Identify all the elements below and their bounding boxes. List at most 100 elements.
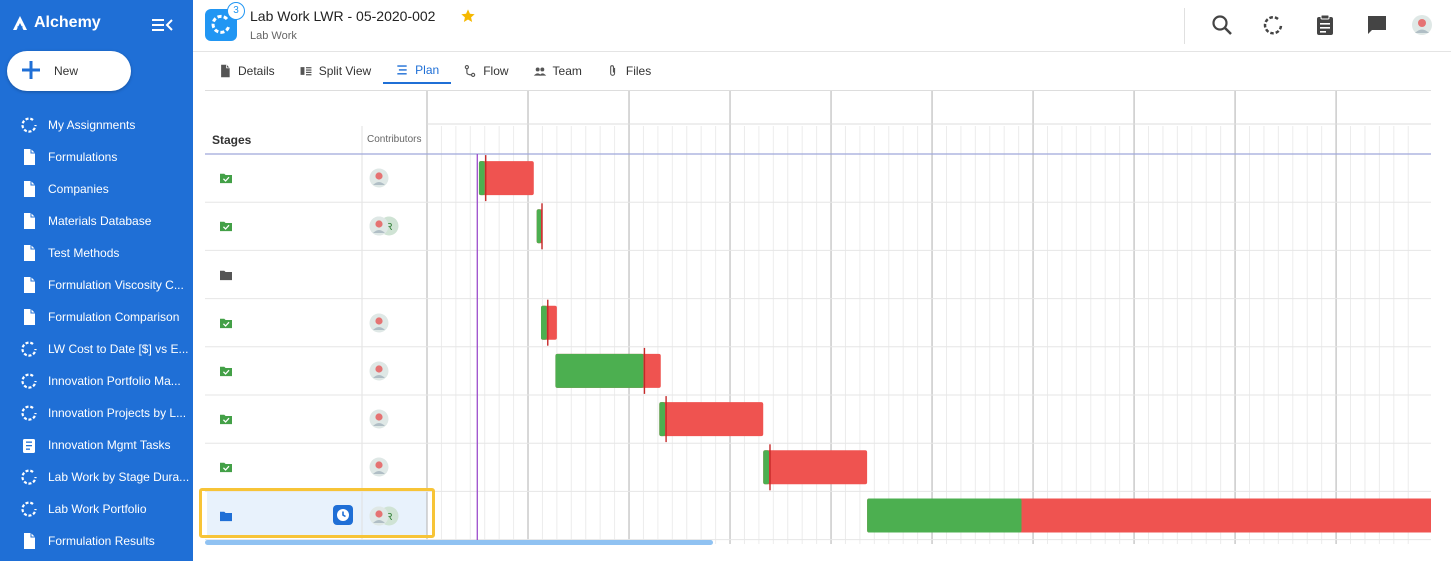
brand-name: Alchemy [34, 14, 101, 31]
sidebar-item-innovation-portfolio-ma[interactable]: Innovation Portfolio Ma... [0, 365, 193, 397]
collapse-menu-icon[interactable] [152, 16, 174, 34]
folder-check-icon [220, 173, 232, 184]
document-icon [24, 245, 35, 261]
contributor-avatar[interactable] [369, 409, 389, 429]
lab-work-progress-icon[interactable] [1261, 13, 1285, 37]
stage-bar-remaining [763, 450, 868, 485]
stage-bar-completed [555, 353, 644, 388]
new-button-label: New [54, 64, 79, 78]
brand[interactable]: Alchemy [12, 14, 101, 32]
sidebar-item-label: Lab Work Portfolio [48, 502, 147, 516]
gantt-grid [205, 91, 1431, 544]
contributor-avatar[interactable] [369, 216, 389, 236]
contributor-avatar[interactable] [369, 361, 389, 381]
sidebar-item-label: Innovation Portfolio Ma... [48, 374, 181, 388]
sidebar-item-companies[interactable]: Companies [0, 173, 193, 205]
horizontal-scrollbar[interactable] [205, 540, 713, 545]
favorite-star-icon[interactable] [460, 8, 476, 24]
document-icon [24, 213, 35, 229]
stage-bar-completed [536, 209, 541, 244]
tab-split-view[interactable]: Split View [287, 58, 383, 84]
svg-text:R: R [385, 512, 392, 523]
clipboard-icon[interactable] [1313, 13, 1337, 37]
stages-column-header: Stages [212, 133, 252, 147]
clock-icon [337, 509, 349, 521]
tab-plan[interactable]: Plan [383, 58, 452, 84]
tab-label: Files [625, 64, 652, 78]
page-subtitle: Lab Work [250, 30, 297, 42]
gantt-chart: Stages Contributors R R [205, 90, 1431, 544]
tab-team[interactable]: Team [521, 58, 594, 84]
sidebar-item-label: Formulations [48, 150, 118, 164]
tab-details[interactable]: Details [206, 58, 287, 84]
sidebar-item-formulation-comparison[interactable]: Formulation Comparison [0, 301, 193, 333]
sidebar-item-formulation-viscosity-c[interactable]: Formulation Viscosity C... [0, 269, 193, 301]
highlight-box [199, 488, 435, 538]
sidebar-item-lab-work-portfolio[interactable]: Lab Work Portfolio [0, 493, 193, 525]
sidebar-item-lab-work-by-stage-dura[interactable]: Lab Work by Stage Dura... [0, 461, 193, 493]
stage-bar-completed [867, 498, 1022, 533]
stage-bar-completed [478, 161, 485, 196]
tab-label: Details [238, 64, 275, 78]
paperclip-icon [610, 65, 615, 76]
folder-check-icon [220, 463, 232, 473]
flow-icon [464, 64, 476, 78]
circle-progress-icon [21, 405, 37, 421]
sidebar-item-lw-cost-to-date-vs-e[interactable]: LW Cost to Date [$] vs E... [0, 333, 193, 365]
contributor-avatar[interactable] [369, 168, 389, 188]
plan-icon [397, 65, 407, 75]
contributor-avatar[interactable] [369, 457, 389, 477]
document-icon [24, 149, 35, 165]
alchemy-logo-icon [13, 16, 27, 30]
user-avatar[interactable] [1410, 13, 1434, 37]
folder-check-icon [220, 366, 232, 377]
tab-label: Flow [483, 64, 509, 78]
stage-bar-remaining [478, 161, 534, 196]
sidebar-item-label: Formulation Viscosity C... [48, 278, 184, 292]
sidebar-item-label: Formulation Comparison [48, 310, 180, 324]
sidebar-item-formulation-results[interactable]: Formulation Results [0, 525, 193, 557]
sidebar-item-materials-database[interactable]: Materials Database [0, 205, 193, 237]
stage-bar-completed [540, 305, 547, 340]
search-icon[interactable] [1210, 13, 1234, 37]
sidebar-item-innovation-projects-by-l[interactable]: Innovation Projects by L... [0, 397, 193, 429]
folder-icon [220, 270, 232, 280]
sidebar-item-my-assignments[interactable]: My Assignments [0, 109, 193, 141]
page-header: 3 Lab Work LWR - 05-2020-002 Lab Work [193, 0, 1451, 52]
folder-check-icon [220, 222, 232, 232]
circle-progress-icon [21, 117, 37, 133]
sidebar-item-label: Materials Database [48, 214, 152, 228]
notification-badge: 3 [227, 2, 245, 20]
folder-check-icon [220, 318, 232, 328]
contributor-avatar[interactable] [369, 506, 389, 526]
svg-text:R: R [385, 222, 392, 233]
sidebar-item-label: Innovation Projects by L... [48, 406, 187, 420]
review-clock-button[interactable] [333, 505, 353, 525]
stage-bar-remaining [659, 402, 764, 437]
stage-bar-completed [763, 450, 769, 485]
folder-icon [220, 511, 232, 521]
chat-icon[interactable] [1365, 13, 1389, 37]
sidebar-item-label: Lab Work by Stage Dura... [48, 470, 190, 484]
document-icon [24, 533, 35, 549]
sidebar-item-test-methods[interactable]: Test Methods [0, 237, 193, 269]
page-title: Lab Work LWR - 05-2020-002 [250, 8, 436, 24]
tab-flow[interactable]: Flow [451, 58, 520, 84]
circle-progress-icon [211, 14, 231, 34]
clipboard-icon [23, 439, 35, 453]
tab-label: Plan [415, 63, 440, 77]
sidebar-item-formulations[interactable]: Formulations [0, 141, 193, 173]
stage-bar-completed [659, 402, 666, 437]
view-tabs: Details Split View Plan Flow Team Files [206, 58, 663, 84]
tab-files[interactable]: Files [594, 58, 663, 84]
new-button[interactable]: New [7, 51, 131, 91]
team-icon [533, 67, 546, 76]
circle-progress-icon [21, 469, 37, 485]
contributor-avatar[interactable] [369, 313, 389, 333]
document-icon [24, 309, 35, 325]
plus-icon [22, 61, 40, 79]
sidebar-nav: My Assignments Formulations Companies Mater… [0, 109, 193, 557]
sidebar-item-innovation-mgmt-tasks[interactable]: Innovation Mgmt Tasks [0, 429, 193, 461]
circle-progress-icon [21, 341, 37, 357]
circle-progress-icon [21, 501, 37, 517]
